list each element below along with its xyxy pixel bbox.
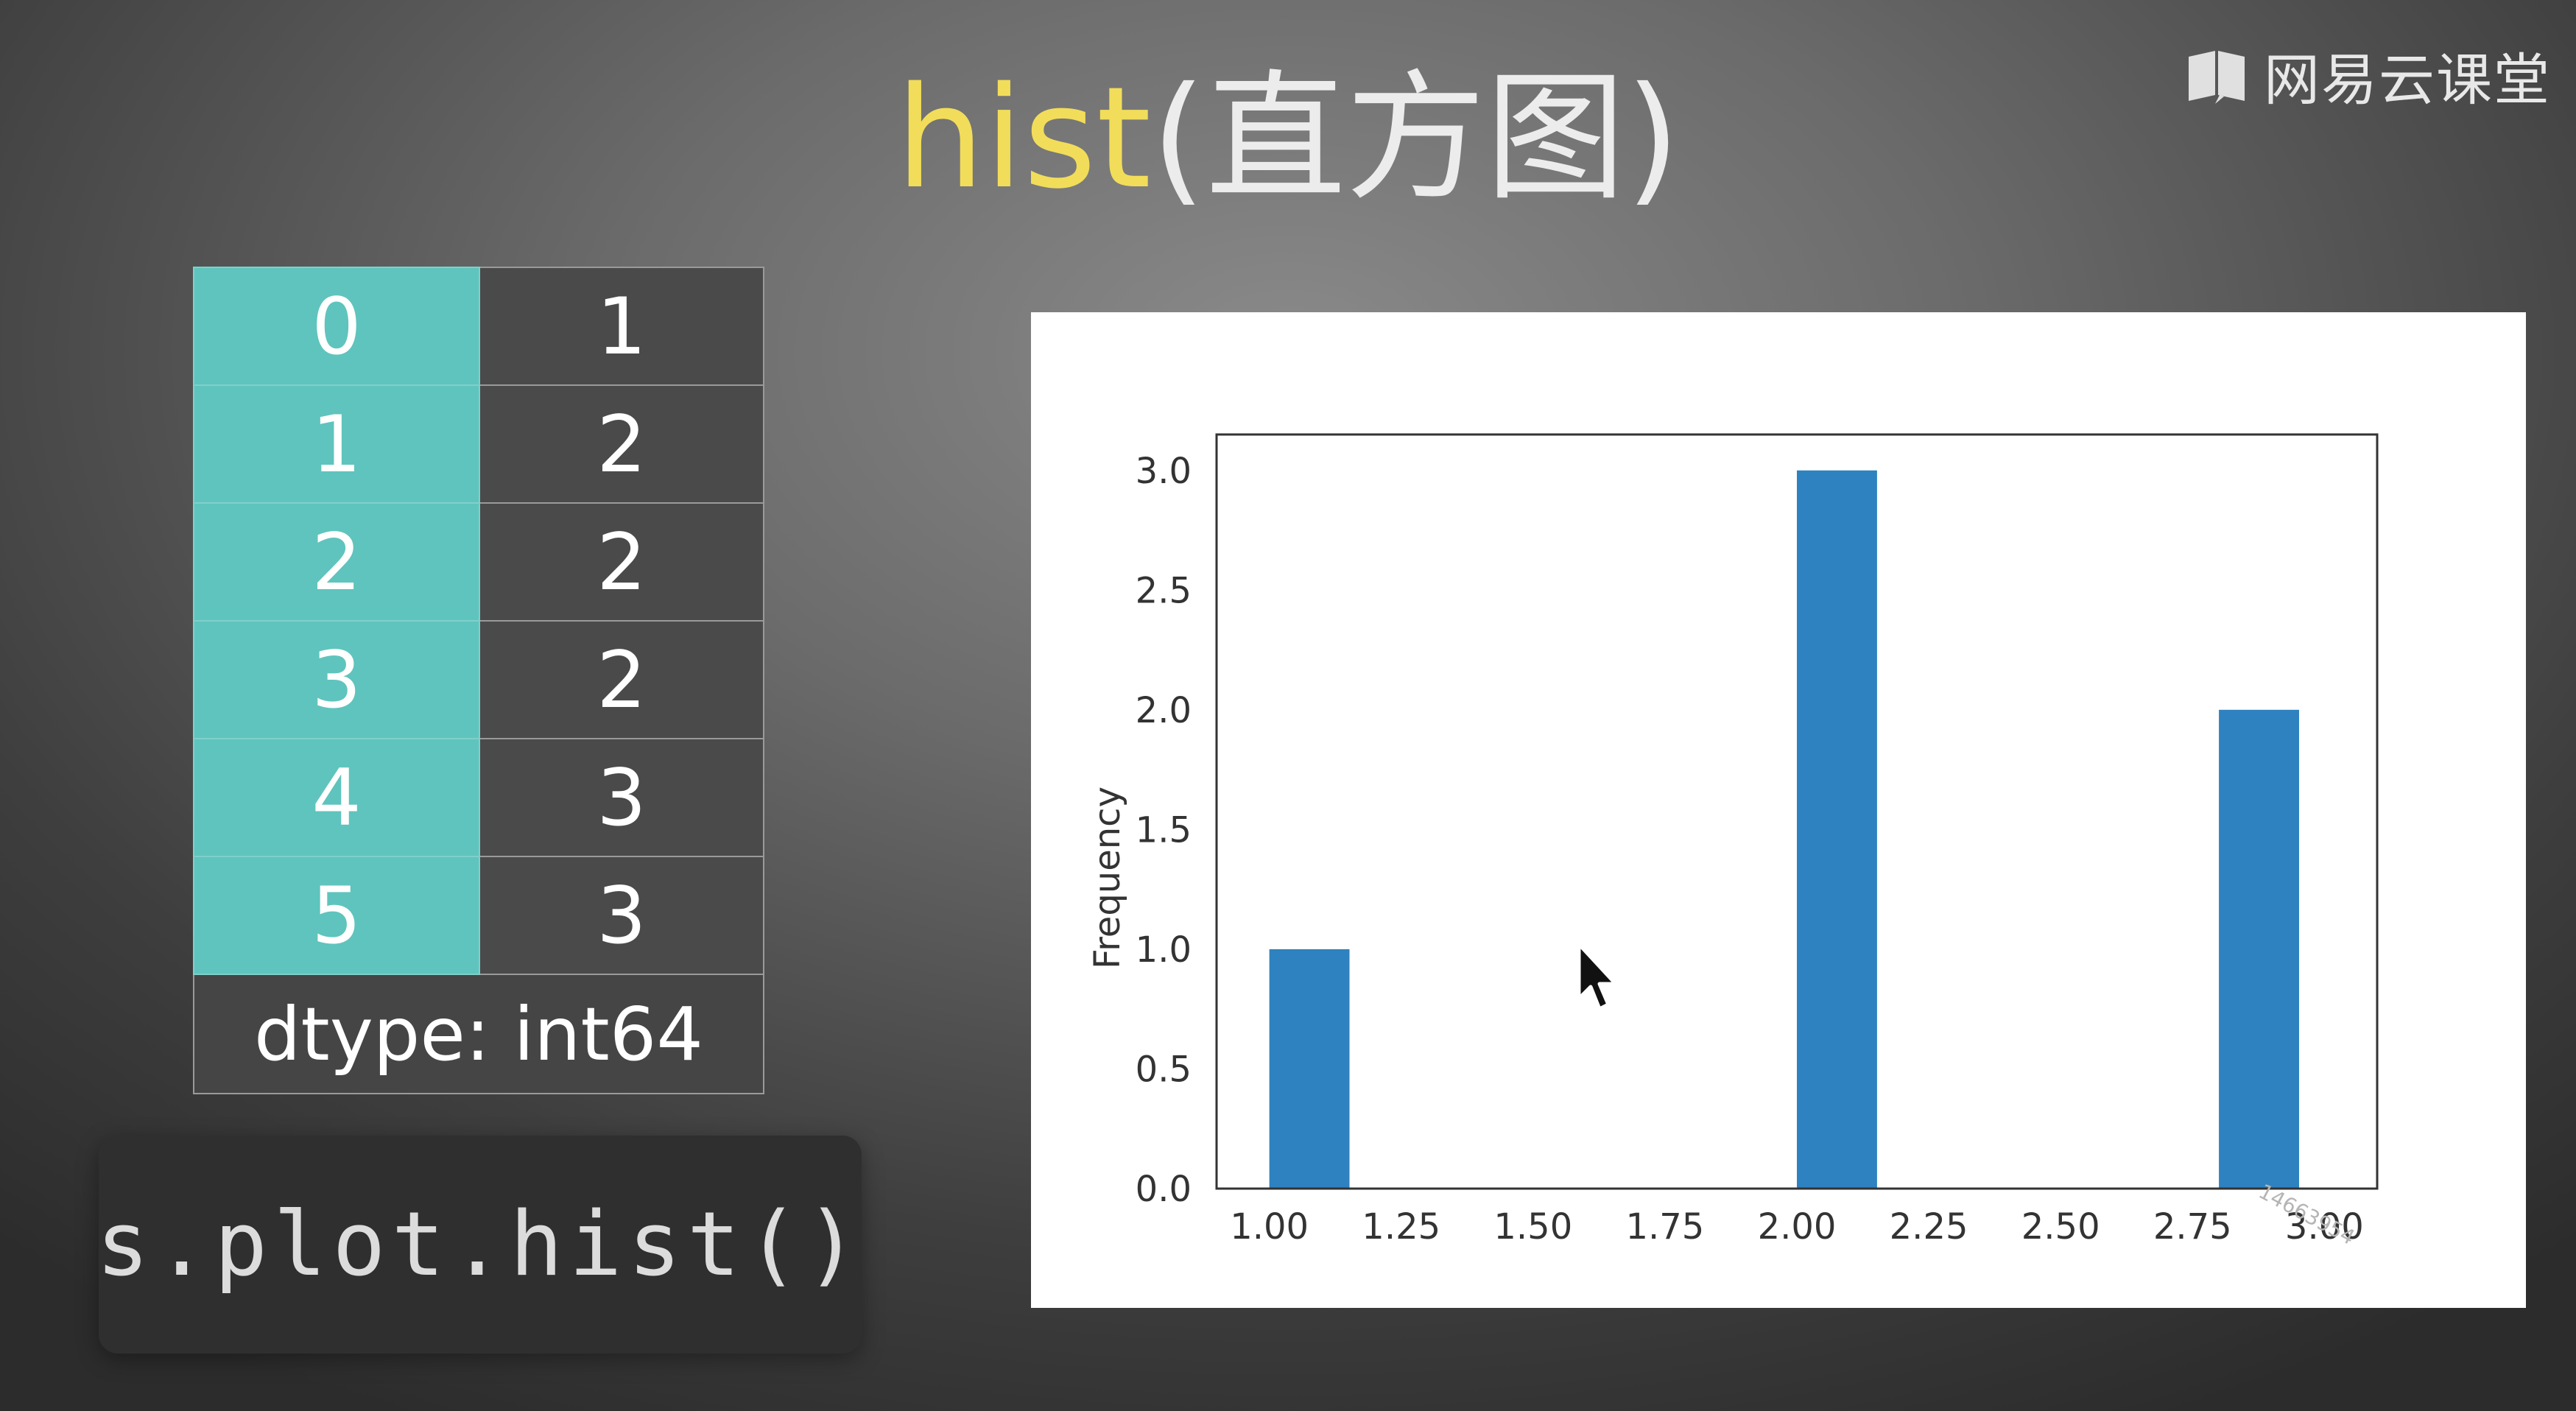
y-tick-label: 2.5 (1136, 570, 1192, 611)
y-axis-label: Frequency (1087, 787, 1128, 969)
series-index-cell: 1 (193, 384, 480, 504)
series-value-cell: 2 (479, 384, 764, 504)
histogram-bar (1797, 470, 1877, 1189)
y-tick-label: 2.0 (1136, 690, 1192, 731)
series-index-cell: 3 (193, 620, 480, 739)
y-tick-label: 1.5 (1136, 809, 1192, 851)
dtype-label: dtype: int64 (193, 974, 764, 1094)
x-tick-label: 3.00 (2285, 1206, 2364, 1248)
code-snippet: s.plot.hist() (96, 1193, 865, 1296)
bars-layer (1269, 470, 2299, 1189)
series-index-cell: 0 (193, 267, 480, 386)
histogram-chart: 1.00 1.25 1.50 1.75 2.00 2.25 2.50 2.75 3.00 0.0… (1031, 312, 2526, 1308)
histogram-bar (1269, 949, 1350, 1189)
mouse-pointer-icon (1574, 941, 1620, 1018)
page-title: hist(直方图) (0, 65, 2576, 212)
series-value-cell: 2 (479, 502, 764, 622)
x-tick-label: 2.50 (2021, 1206, 2100, 1248)
x-tick-label: 2.25 (1890, 1206, 1968, 1248)
y-tick-label: 3.0 (1136, 451, 1192, 492)
x-ticks: 1.00 1.25 1.50 1.75 2.00 2.25 2.50 2.75 3.00 (1230, 1206, 2364, 1248)
y-tick-label: 1.0 (1136, 929, 1192, 971)
series-index-cell: 5 (193, 856, 480, 975)
series-index-cell: 4 (193, 738, 480, 857)
plot-frame (1215, 433, 2379, 1190)
y-tick-label: 0.0 (1136, 1169, 1192, 1210)
series-value-cell: 2 (479, 620, 764, 739)
x-tick-label: 1.50 (1493, 1206, 1572, 1248)
brand-logo: 网易云课堂 (2186, 38, 2551, 113)
brand-name: 网易云课堂 (2264, 47, 2551, 113)
histogram-bar (2219, 709, 2299, 1189)
y-ticks: 0.0 0.5 1.0 1.5 2.0 2.5 3.0 (1136, 451, 1192, 1210)
x-tick-label: 2.75 (2153, 1206, 2232, 1248)
series-value-cell: 3 (479, 738, 764, 857)
title-rest: (直方图) (1151, 57, 1681, 219)
y-tick-label: 0.5 (1136, 1049, 1192, 1090)
x-tick-label: 1.75 (1625, 1206, 1704, 1248)
code-snippet-box: s.plot.hist() (96, 1136, 865, 1354)
chart-svg: 1.00 1.25 1.50 1.75 2.00 2.25 2.50 2.75 3.00 0.0… (1087, 433, 2379, 1250)
title-accent: hist (895, 57, 1152, 219)
series-value-cell: 3 (479, 856, 764, 975)
x-tick-label: 1.00 (1230, 1206, 1309, 1248)
x-tick-label: 1.25 (1362, 1206, 1440, 1248)
book-icon (2186, 46, 2248, 104)
dtype-row: dtype: int64 (193, 974, 764, 1094)
series-index-cell: 2 (193, 502, 480, 622)
series-value-cell: 1 (479, 267, 764, 386)
x-tick-label: 2.00 (1758, 1206, 1837, 1248)
